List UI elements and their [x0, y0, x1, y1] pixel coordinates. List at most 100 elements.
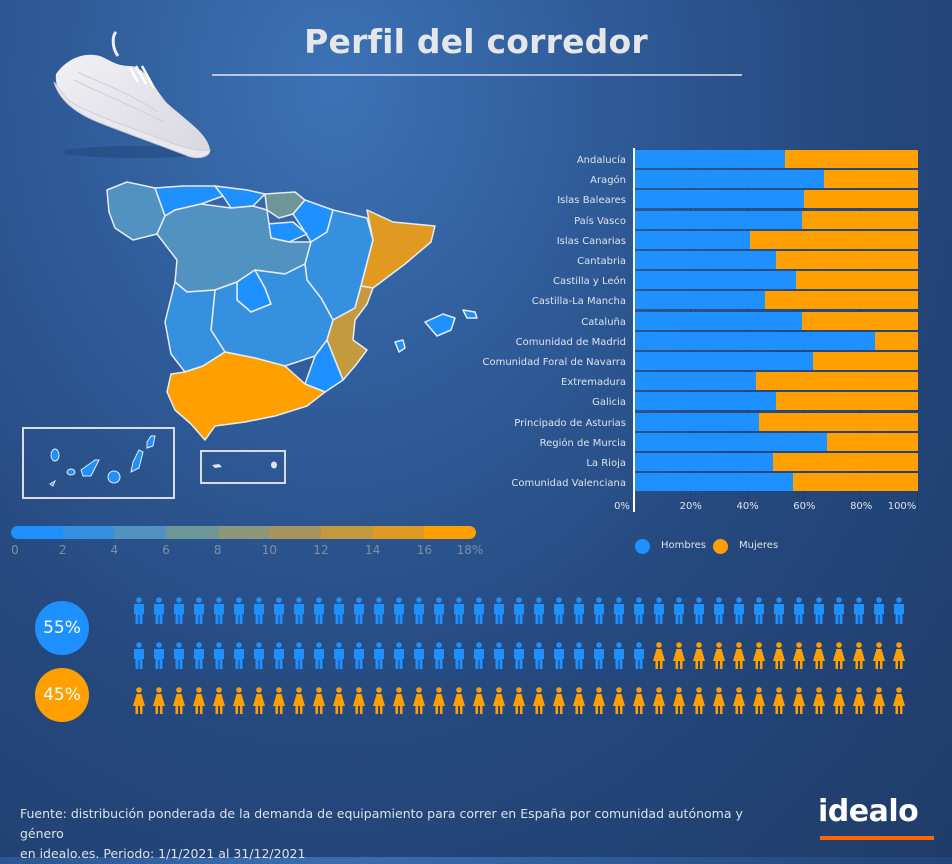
- bar-hombres: [634, 453, 774, 471]
- category-label: Comunidad Valenciana: [511, 478, 626, 490]
- female-person-icon: [312, 687, 326, 715]
- female-person-icon: [852, 687, 866, 715]
- male-person-icon: [732, 597, 746, 625]
- female-person-icon: [812, 642, 826, 670]
- scale-step: [424, 526, 476, 539]
- female-person-icon: [152, 687, 166, 715]
- female-person-icon: [692, 642, 706, 670]
- female-person-icon: [772, 642, 786, 670]
- spain-map: [22, 181, 478, 499]
- female-person-icon: [432, 687, 446, 715]
- male-person-icon: [292, 597, 306, 625]
- source-note: Fuente: distribución ponderada de la dem…: [20, 804, 780, 864]
- male-person-icon: [332, 597, 346, 625]
- scale-step: [114, 526, 167, 539]
- female-person-icon: [532, 687, 546, 715]
- male-person-icon: [332, 642, 346, 670]
- male-person-icon: [852, 597, 866, 625]
- male-person-icon: [772, 597, 786, 625]
- male-person-icon: [652, 597, 666, 625]
- male-person-icon: [412, 597, 426, 625]
- scale-step: [217, 526, 270, 539]
- male-person-icon: [252, 597, 266, 625]
- running-shoe-image: [53, 30, 213, 159]
- bar-hombres: [634, 352, 813, 370]
- female-person-icon: [372, 687, 386, 715]
- scale-step: [62, 526, 115, 539]
- female-person-icon: [412, 687, 426, 715]
- bar-mujeres: [784, 150, 918, 168]
- female-person-icon: [772, 687, 786, 715]
- idealo-logo[interactable]: idealo: [818, 794, 938, 844]
- female-person-icon: [852, 642, 866, 670]
- bar-mujeres: [827, 432, 918, 451]
- female-person-icon: [752, 642, 766, 670]
- male-person-icon: [592, 597, 606, 625]
- bar-hombres: [634, 251, 776, 269]
- female-person-icon: [472, 687, 486, 715]
- category-label: Comunidad Foral de Navarra: [482, 357, 626, 368]
- category-label: Castilla-La Mancha: [531, 296, 626, 308]
- x-tick-label: 40%: [736, 501, 759, 512]
- male-person-icon: [392, 597, 406, 625]
- bar-hombres: [634, 170, 825, 189]
- bar-mujeres: [750, 230, 918, 249]
- scale-label: 12: [313, 543, 329, 557]
- stacked-bar-chart: [634, 148, 918, 512]
- logo-underline: [820, 836, 934, 840]
- male-person-icon: [632, 642, 646, 670]
- scale-label: 8: [213, 543, 222, 557]
- female-person-icon: [752, 687, 766, 715]
- female-person-icon: [132, 687, 146, 715]
- hombres-percent-badge: 55%: [35, 601, 89, 655]
- female-person-icon: [332, 687, 346, 715]
- legend-label-mujeres: Mujeres: [739, 540, 779, 551]
- male-person-icon: [152, 597, 166, 625]
- male-person-icon: [512, 642, 526, 670]
- female-person-icon: [732, 687, 746, 715]
- title-divider: [212, 74, 742, 76]
- scale-label: 6: [162, 543, 170, 557]
- scale-label: 4: [110, 543, 119, 557]
- category-label: Aragón: [590, 175, 626, 187]
- bar-hombres: [634, 392, 776, 411]
- legend-dot-mujeres: [713, 539, 728, 554]
- male-person-icon: [212, 597, 226, 625]
- gridline: [860, 148, 862, 512]
- male-person-icon: [252, 642, 266, 670]
- female-person-icon: [392, 687, 406, 715]
- bar-mujeres: [758, 412, 918, 431]
- female-person-icon: [232, 687, 246, 715]
- male-person-icon: [592, 642, 606, 670]
- category-label: País Vasco: [574, 215, 626, 227]
- female-person-icon: [792, 642, 806, 670]
- female-person-icon: [492, 687, 506, 715]
- male-person-icon: [572, 597, 586, 625]
- female-person-icon: [572, 687, 586, 715]
- page-title: Perfil del corredor: [304, 22, 648, 61]
- male-person-icon: [432, 597, 446, 625]
- gridline: [917, 148, 918, 512]
- region-canarias: [50, 448, 60, 462]
- source-line-2: en idealo.es. Periodo: 1/1/2021 al 31/12…: [20, 846, 306, 861]
- male-person-icon: [172, 597, 186, 625]
- bar-mujeres: [795, 271, 918, 290]
- male-person-icon: [472, 597, 486, 625]
- scale-step: [321, 526, 373, 539]
- female-person-icon: [352, 687, 366, 715]
- female-person-icon: [632, 687, 646, 715]
- female-person-icon: [872, 642, 886, 670]
- male-person-icon: [372, 642, 386, 670]
- male-person-icon: [492, 642, 506, 670]
- category-label: Galicia: [592, 397, 626, 409]
- logo-text: idealo: [818, 794, 919, 829]
- female-person-icon: [892, 687, 906, 715]
- male-person-icon: [212, 642, 226, 670]
- bar-hombres: [634, 210, 802, 229]
- male-person-icon: [352, 597, 366, 625]
- male-person-icon: [352, 642, 366, 670]
- male-person-icon: [272, 597, 286, 625]
- male-person-icon: [432, 642, 446, 670]
- female-person-icon: [712, 642, 726, 670]
- mujeres-percent-badge: 45%: [35, 668, 89, 722]
